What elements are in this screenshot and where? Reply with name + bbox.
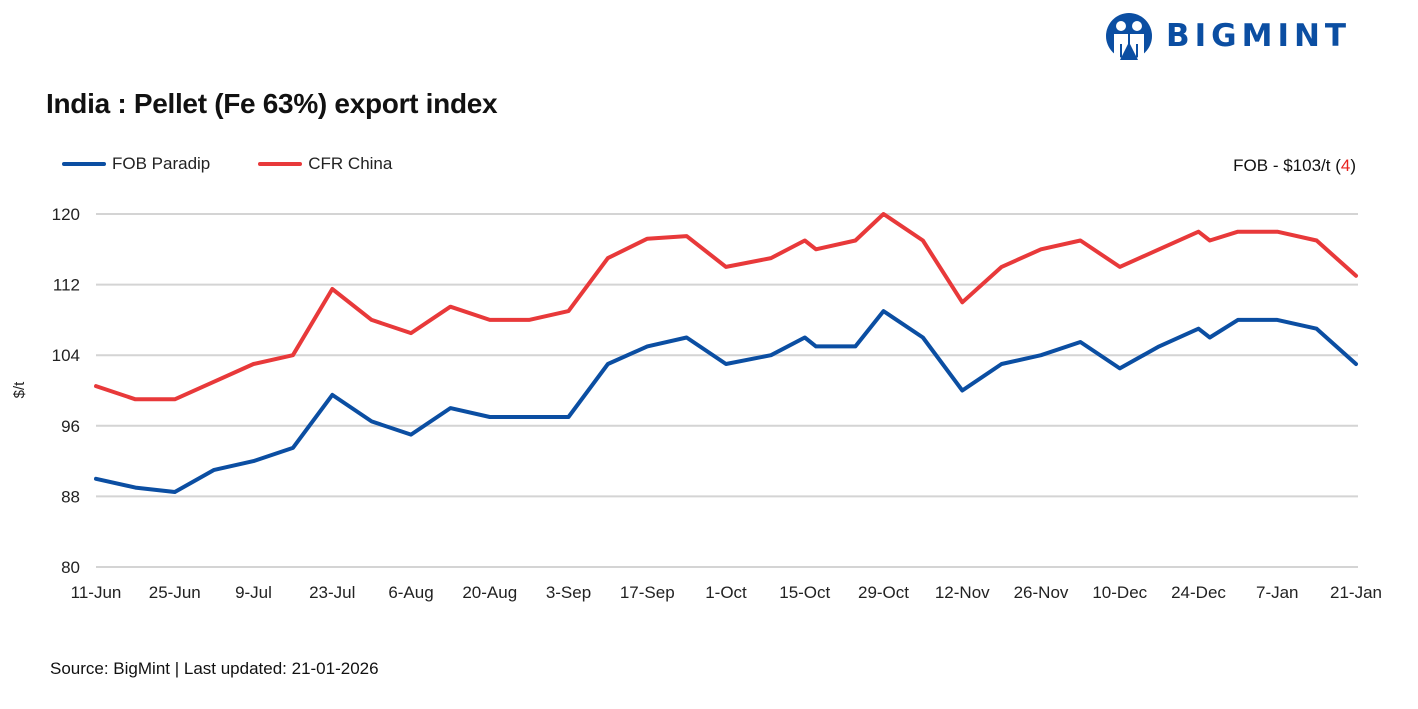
legend-label-fob: FOB Paradip	[112, 154, 211, 173]
note-change: 4	[1340, 156, 1351, 175]
x-tick-label: 20-Aug	[462, 583, 517, 602]
x-tick-label: 26-Nov	[1014, 583, 1069, 602]
legend-item-fob: FOB Paradip	[62, 154, 210, 174]
y-tick-label: 112	[53, 276, 80, 295]
source-note: Source: BigMint | Last updated: 21-01-20…	[50, 659, 379, 678]
x-tick-label: 9-Jul	[235, 583, 272, 602]
x-tick-label: 21-Jan	[1330, 583, 1382, 602]
x-tick-label: 15-Oct	[779, 583, 830, 602]
x-tick-label: 12-Nov	[935, 583, 990, 602]
y-tick-label: 88	[61, 487, 80, 506]
logo-icon	[1106, 13, 1152, 60]
legend-label-cfr: CFR China	[308, 154, 393, 173]
note-prefix: FOB - $103/t (	[1233, 156, 1341, 175]
bigmint-logo: BIGMINT	[1104, 12, 1351, 60]
chart-title: India : Pellet (Fe 63%) export index	[46, 88, 498, 119]
y-tick-label: 120	[52, 205, 80, 224]
x-tick-label: 10-Dec	[1092, 583, 1147, 602]
x-tick-label: 25-Jun	[149, 583, 201, 602]
note-suffix: )	[1350, 156, 1356, 175]
legend-item-cfr: CFR China	[258, 154, 392, 174]
logo-text: BIGMINT	[1166, 18, 1352, 54]
y-tick-label: 104	[52, 346, 80, 365]
x-tick-label: 3-Sep	[546, 583, 591, 602]
x-tick-label: 1-Oct	[705, 583, 747, 602]
x-tick-label: 7-Jan	[1256, 583, 1299, 602]
x-tick-label: 24-Dec	[1171, 583, 1226, 602]
y-tick-label: 96	[61, 417, 80, 436]
x-tick-label: 6-Aug	[388, 583, 433, 602]
y-tick-label: 80	[61, 558, 80, 577]
x-tick-label: 23-Jul	[309, 583, 355, 602]
x-tick-label: 29-Oct	[858, 583, 909, 602]
x-tick-label: 17-Sep	[620, 583, 675, 602]
y-axis-label: $/t	[11, 381, 28, 399]
series-line-cfr-china	[94, 212, 1358, 402]
legend-swatch-fob	[62, 162, 106, 166]
series-line-fob-paradip	[94, 309, 1358, 494]
legend-swatch-cfr	[258, 162, 303, 166]
x-tick-label: 11-Jun	[71, 583, 122, 602]
legend: FOB Paradip CFR China	[62, 154, 440, 174]
price-note: FOB - $103/t (4)	[1233, 156, 1356, 176]
